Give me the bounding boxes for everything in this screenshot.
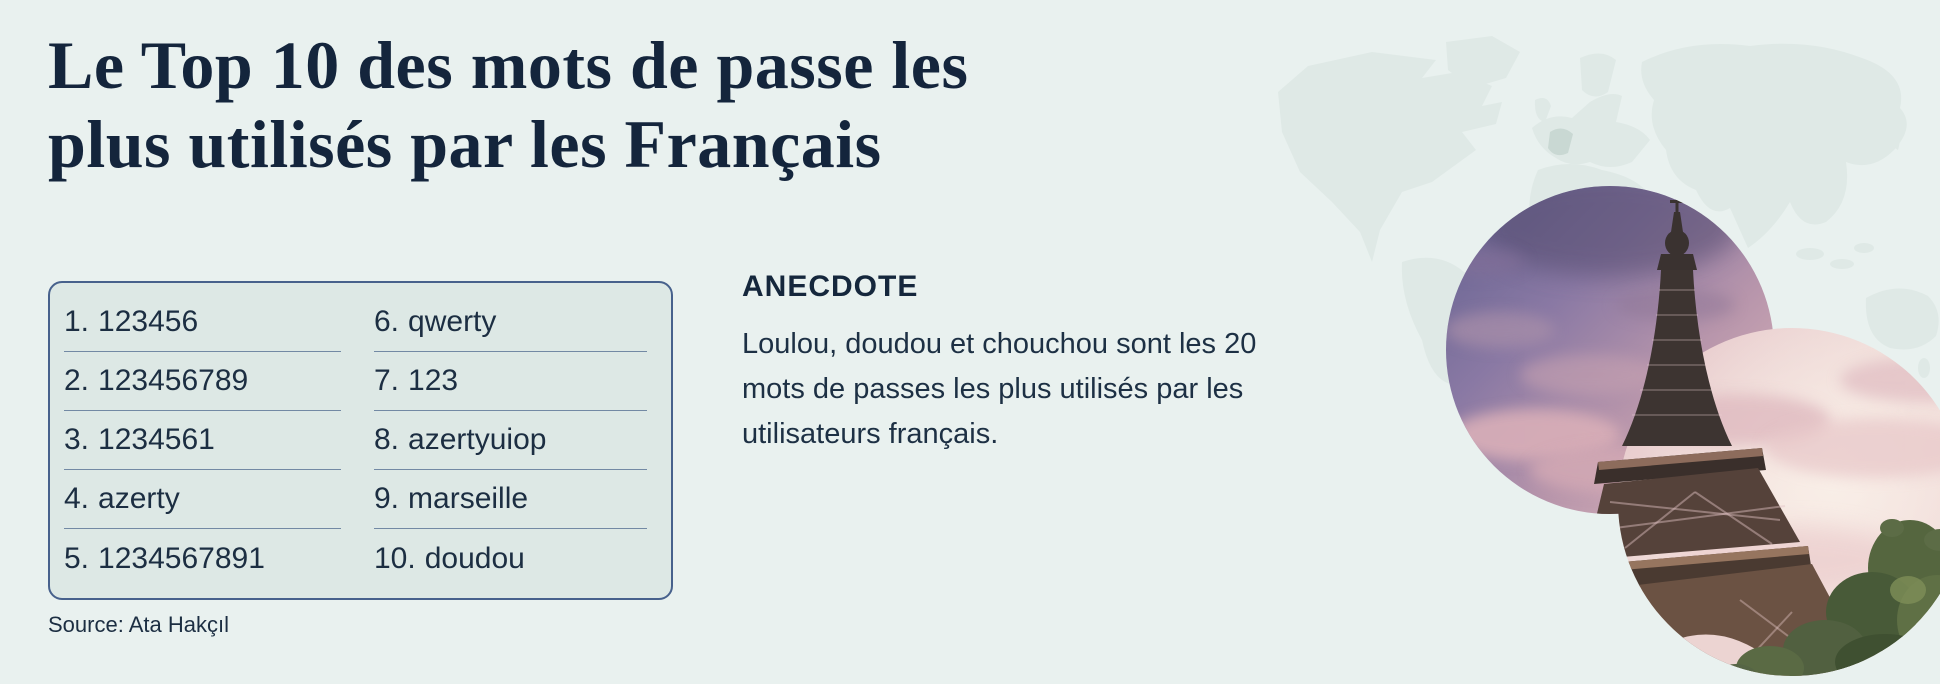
map-asia [1641,43,1907,248]
source-note: Source: Ata Hakçıl [48,612,229,637]
page-title-line-1: Le Top 10 des mots de passe les [48,27,969,103]
list-item-rank: 5. [64,541,90,575]
anecdote-line-2: mots de passes les plus utilisés par les [742,373,1244,405]
list-item-rank: 10. [374,541,416,575]
list-item-rank: 2. [64,364,90,397]
list-item-password: 123456 [98,305,199,338]
map-island [1796,248,1824,260]
list-item-rank: 7. [374,364,400,397]
tower-lattice [1609,491,1786,549]
map-north-america [1278,52,1502,262]
list-item-password: 1234561 [98,423,215,456]
list-item-rank: 9. [374,482,400,515]
page-title: Le Top 10 des mots de passe les plus uti… [48,26,968,184]
list-item: 1. 123456 [64,293,341,352]
page-title-line-2: plus utilisés par les Français [48,106,882,182]
list-item: 4. azerty [64,470,341,529]
anecdote-body: Loulou, doudou et chouchou sont les 20 m… [742,322,1402,457]
list-item-rank: 6. [374,305,400,338]
cloud [1520,355,1660,395]
list-item-password: 1234567891 [98,541,265,575]
list-item-rank: 1. [64,305,90,338]
list-item: 5. 1234567891 [64,529,341,588]
anecdote-section: ANECDOTE Loulou, doudou et chouchou sont… [742,270,1402,457]
list-item: 10. doudou [374,529,647,588]
list-item: 6. qwerty [374,293,647,352]
cloud [1765,418,1940,478]
map-australia [1865,288,1939,350]
map-scandinavia [1580,53,1616,97]
map-island [1854,243,1874,253]
map-greenland [1446,36,1520,88]
map-united-kingdom [1534,98,1551,122]
map-new-zealand [1918,358,1930,378]
list-item: 9. marseille [374,470,647,529]
cloud [1446,312,1555,348]
map-france-highlight [1548,128,1573,156]
map-japan [1886,120,1900,150]
eiffel-tower-silhouette [1532,194,1940,676]
tower-lattice [1632,289,1722,416]
map-island [1830,259,1854,269]
anecdote-heading: ANECDOTE [742,270,919,303]
list-item-rank: 3. [64,423,90,456]
list-item-password: 123456789 [98,364,249,397]
cloud [1450,409,1620,461]
list-item-rank: 8. [374,423,400,456]
list-item-rank: 4. [64,482,90,515]
list-item-password: doudou [424,541,525,575]
list-item-password: 123 [408,364,459,397]
list-item-password: marseille [408,482,529,515]
list-item-password: azerty [98,482,180,515]
list-item-password: qwerty [408,305,497,338]
list-item: 3. 1234561 [64,411,341,470]
anecdote-line-1: Loulou, doudou et chouchou sont les 20 [742,328,1257,360]
list-item: 8. azertyuiop [374,411,647,470]
anecdote-line-3: utilisateurs français. [742,418,999,450]
list-item-password: azertyuiop [408,423,547,456]
eiffel-tower-photo [1446,186,1940,676]
list-item: 7. 123 [374,352,647,411]
password-top10-list: 1. 123456 2. 123456789 3. 1234561 4. azerty … [48,281,673,600]
list-item: 2. 123456789 [64,352,341,411]
